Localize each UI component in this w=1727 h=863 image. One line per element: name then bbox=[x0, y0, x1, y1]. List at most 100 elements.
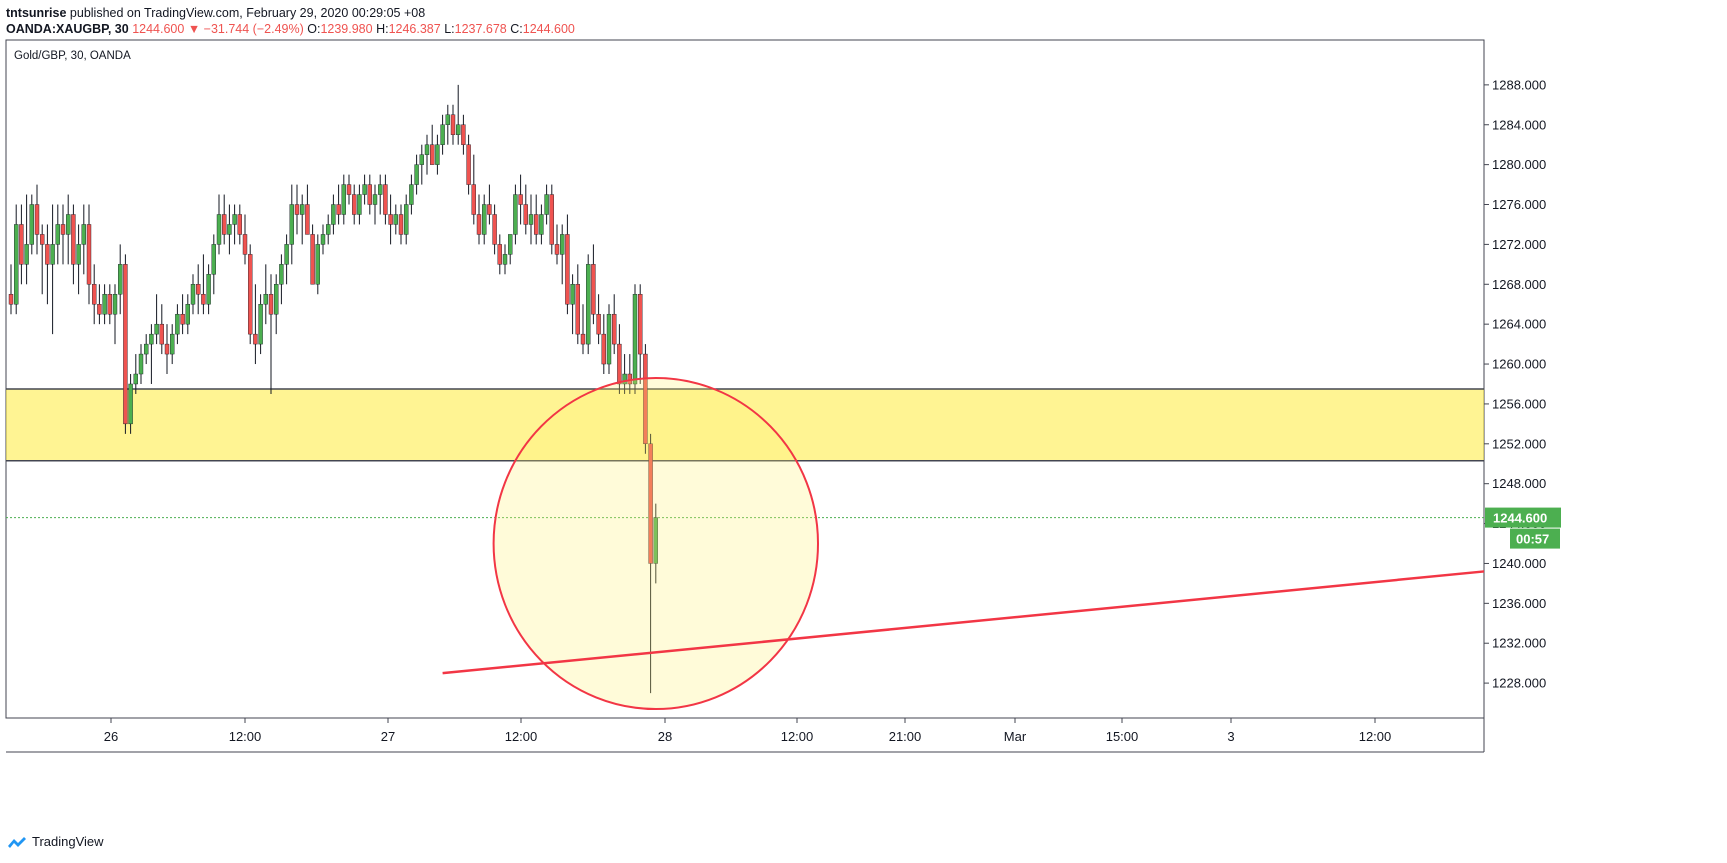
trend-line[interactable] bbox=[442, 570, 1485, 675]
candle-body bbox=[440, 124, 445, 145]
high-value: 1246.387 bbox=[388, 22, 441, 36]
candle-body bbox=[284, 244, 289, 265]
candle-body bbox=[445, 114, 450, 125]
candle-body bbox=[456, 124, 461, 135]
candle-body bbox=[24, 244, 29, 265]
candle-body bbox=[622, 373, 627, 385]
bar-timer-label: 00:57 bbox=[1516, 532, 1549, 547]
candle-body bbox=[570, 284, 575, 305]
candle-body bbox=[549, 194, 554, 245]
candle-body bbox=[617, 343, 622, 385]
candle-body bbox=[268, 294, 274, 315]
candle-body bbox=[653, 517, 658, 564]
open-value: 1239.980 bbox=[320, 22, 373, 36]
candle-body bbox=[107, 294, 113, 315]
candle-body bbox=[367, 184, 372, 205]
x-tick-label: 12:00 bbox=[505, 729, 538, 744]
candle-body bbox=[508, 234, 513, 255]
author-name[interactable]: tntsunrise bbox=[6, 6, 67, 20]
candle-body bbox=[580, 333, 586, 345]
candle-body bbox=[643, 353, 648, 445]
candle-body bbox=[206, 274, 211, 305]
candle-body bbox=[497, 244, 502, 265]
candle-body bbox=[154, 323, 159, 335]
candle-body bbox=[414, 164, 419, 185]
candle-body bbox=[65, 214, 71, 235]
candle-body bbox=[40, 234, 45, 245]
candle-body bbox=[544, 194, 549, 215]
candle-body bbox=[180, 313, 185, 325]
candle-body bbox=[596, 313, 601, 335]
last-price: 1244.600 bbox=[132, 22, 185, 36]
quote-line: OANDA:XAUGBP, 30 1244.600 ▼ −31.744 (−2.… bbox=[6, 21, 575, 37]
candle-body bbox=[461, 124, 466, 145]
candle-body bbox=[237, 214, 243, 235]
y-tick-label: 1280.000 bbox=[1492, 157, 1546, 172]
candle-body bbox=[195, 284, 201, 295]
candle-body bbox=[565, 234, 570, 305]
candle-body bbox=[300, 204, 305, 215]
candle-body bbox=[450, 114, 456, 135]
y-tick-label: 1288.000 bbox=[1492, 77, 1546, 92]
candle-body bbox=[648, 443, 653, 564]
candle-body bbox=[76, 244, 81, 265]
low-value: 1237.678 bbox=[454, 22, 507, 36]
candle-body bbox=[45, 244, 50, 265]
x-tick-label: 12:00 bbox=[229, 729, 262, 744]
y-tick-label: 1264.000 bbox=[1492, 317, 1546, 332]
candle-body bbox=[117, 264, 123, 295]
x-tick-label: 27 bbox=[381, 729, 395, 744]
y-tick-label: 1284.000 bbox=[1492, 117, 1546, 132]
candle-body bbox=[326, 224, 331, 235]
candle-body bbox=[13, 224, 19, 305]
support-zone[interactable] bbox=[6, 388, 1484, 461]
candle-body bbox=[554, 244, 560, 255]
close-label: C: bbox=[510, 22, 523, 36]
candle-body bbox=[388, 214, 393, 225]
candle-body bbox=[575, 284, 580, 335]
candle-body bbox=[8, 294, 14, 305]
candle-body bbox=[534, 214, 539, 235]
candle-body bbox=[138, 353, 144, 375]
candle-body bbox=[274, 284, 279, 315]
bar-timer-badge bbox=[1510, 528, 1560, 549]
candle-body bbox=[102, 294, 107, 315]
y-tick-label: 1228.000 bbox=[1492, 676, 1546, 691]
candle-body bbox=[372, 194, 378, 205]
candle-body bbox=[133, 373, 139, 385]
candle-body bbox=[123, 264, 128, 425]
candle-body bbox=[539, 214, 544, 235]
y-tick-label: 1240.000 bbox=[1492, 556, 1546, 571]
candle-body bbox=[190, 284, 196, 305]
y-tick-label: 1276.000 bbox=[1492, 197, 1546, 212]
candle-body bbox=[315, 244, 320, 285]
candle-body bbox=[211, 244, 217, 275]
y-tick-label: 1232.000 bbox=[1492, 636, 1546, 651]
candle-body bbox=[492, 214, 497, 245]
highlight-circle[interactable] bbox=[492, 377, 820, 711]
candle-body bbox=[19, 224, 24, 265]
current-price-label: 1244.600 bbox=[1493, 511, 1547, 526]
candle-body bbox=[424, 144, 430, 155]
tradingview-footer[interactable]: TradingView bbox=[6, 834, 104, 849]
price-chart[interactable]: Gold/GBP, 30, OANDA 1288.000 1284.000 1280… bbox=[0, 0, 1727, 825]
candle-body bbox=[258, 304, 263, 345]
candle-body bbox=[221, 214, 227, 235]
price-change: ▼ −31.744 (−2.49%) bbox=[187, 22, 304, 36]
candle-body bbox=[253, 333, 258, 345]
candle-body bbox=[216, 214, 222, 245]
candle-body bbox=[336, 204, 341, 215]
candle-body bbox=[305, 204, 310, 235]
candle-body bbox=[331, 204, 336, 225]
candle-body bbox=[638, 294, 643, 355]
low-label: L: bbox=[444, 22, 455, 36]
open-label: O: bbox=[307, 22, 321, 36]
candle-body bbox=[523, 204, 528, 225]
candle-body bbox=[341, 184, 346, 215]
publish-header: tntsunrise published on TradingView.com,… bbox=[6, 5, 425, 21]
candle-body bbox=[404, 204, 409, 235]
candle-body bbox=[185, 304, 191, 325]
candle-body bbox=[232, 214, 237, 225]
candle-body bbox=[294, 204, 300, 215]
x-tick-label: Mar bbox=[1004, 729, 1027, 744]
